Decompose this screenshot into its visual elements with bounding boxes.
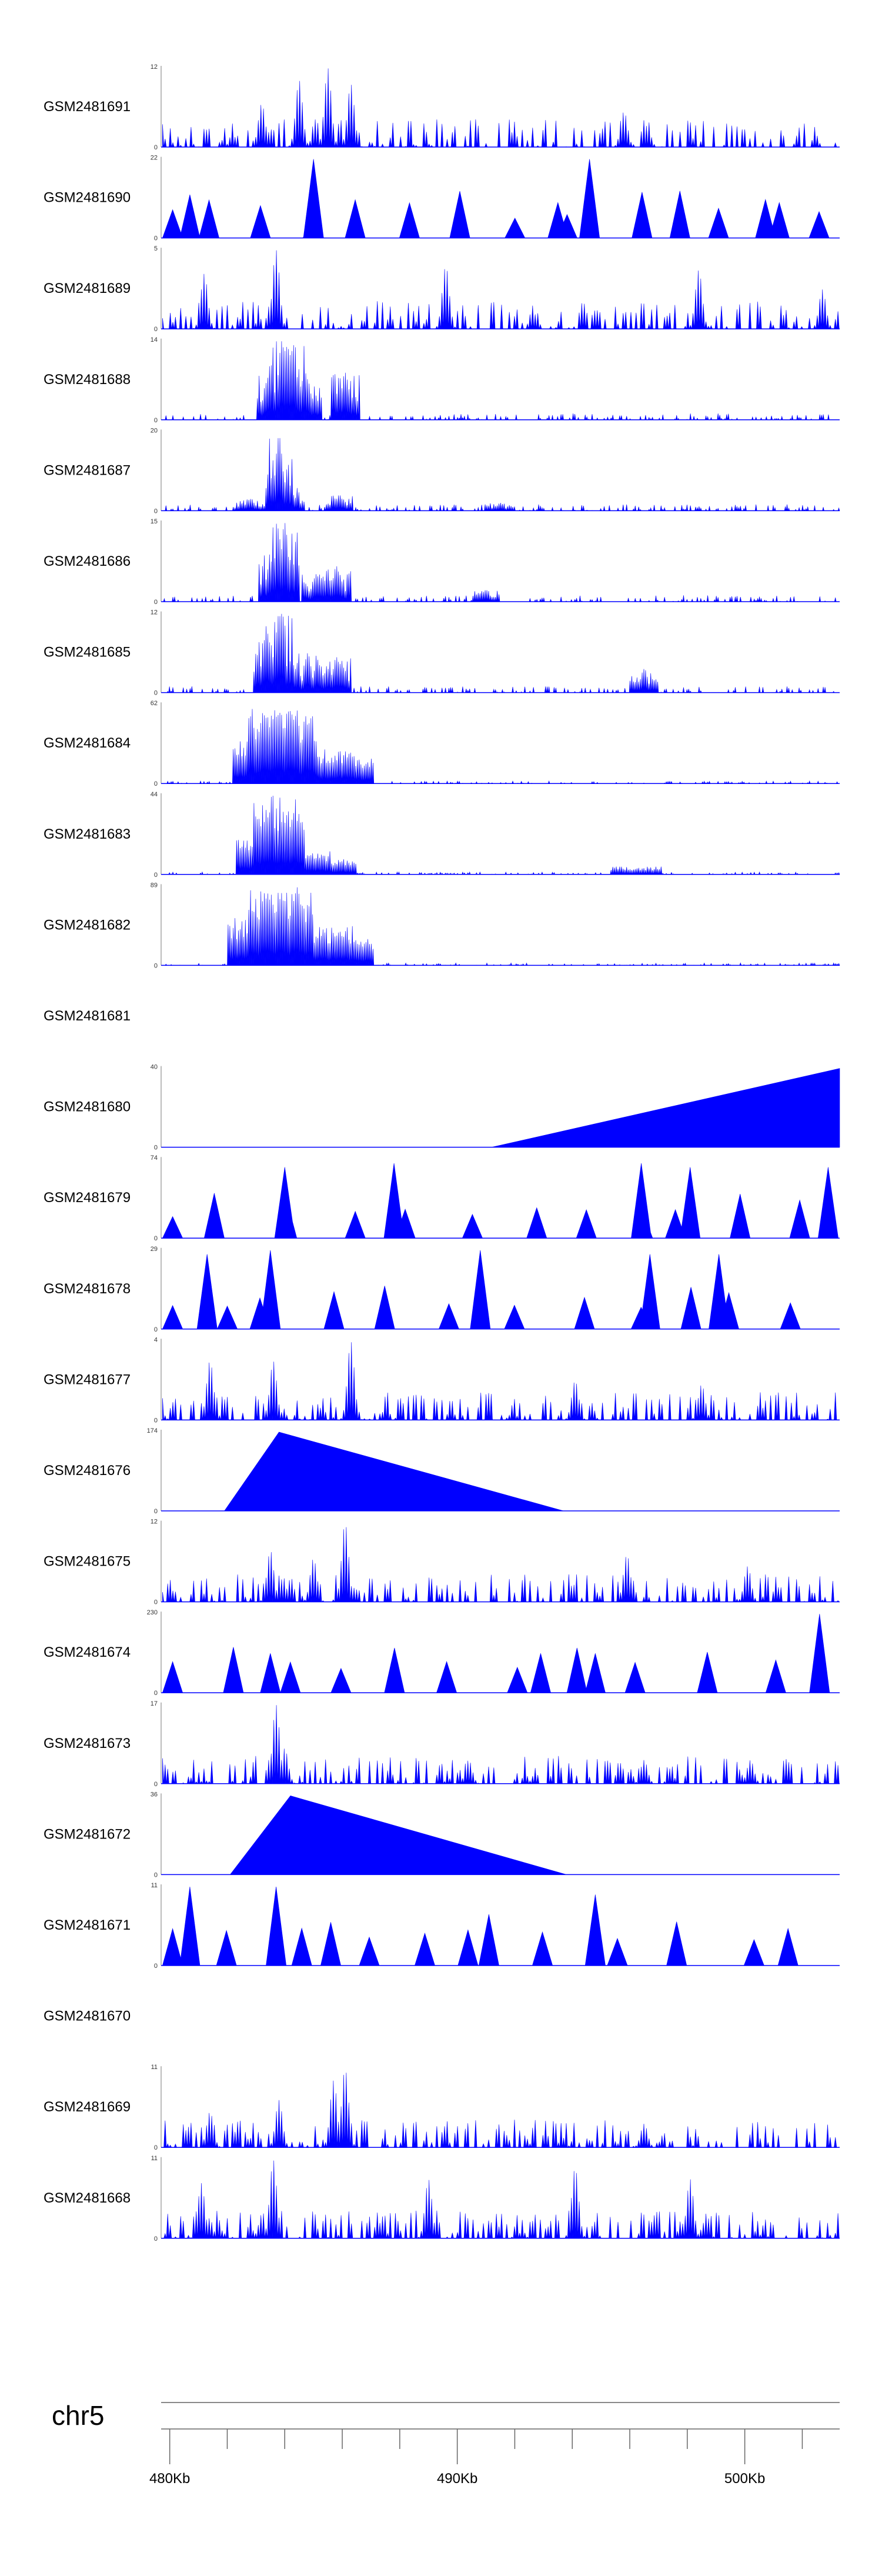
y-min-label: 0	[154, 417, 158, 424]
y-min-label: 0	[154, 1235, 158, 1242]
signal-area	[162, 438, 840, 512]
y-max-label: 36	[151, 1791, 158, 1798]
signal-area	[162, 2073, 840, 2148]
y-min-label: 0	[154, 235, 158, 242]
y-min-label: 0	[154, 780, 158, 788]
y-max-label: 15	[151, 518, 158, 525]
track-label: GSM2481673	[44, 1736, 131, 1751]
track-label: GSM2481687	[44, 462, 131, 478]
signal-area	[162, 68, 840, 148]
y-min-label: 0	[154, 872, 158, 879]
track-label: GSM2481691	[44, 99, 131, 115]
track-label: GSM2481678	[44, 1281, 131, 1297]
signal-area	[162, 250, 840, 330]
x-tick-label: 480Kb	[149, 2471, 190, 2487]
track-label: GSM2481671	[44, 1917, 131, 1933]
y-max-label: 44	[151, 791, 158, 798]
track-label: GSM2481683	[44, 826, 131, 842]
track-label: GSM2481684	[44, 735, 131, 751]
y-max-label: 74	[151, 1154, 158, 1162]
track-label: GSM2481674	[44, 1644, 131, 1660]
track-label: GSM2481689	[44, 281, 131, 296]
signal-area	[162, 887, 840, 966]
y-min-label: 0	[154, 1417, 158, 1424]
y-min-label: 0	[154, 1963, 158, 1970]
signal-area	[162, 1163, 838, 1239]
signal-area	[162, 1614, 834, 1693]
track-label: GSM2481686	[44, 553, 131, 569]
track-label: GSM2481688	[44, 372, 131, 388]
track-label: GSM2481676	[44, 1463, 131, 1479]
x-tick-label: 500Kb	[724, 2471, 765, 2487]
y-min-label: 0	[154, 1781, 158, 1788]
y-min-label: 0	[154, 1871, 158, 1878]
signal-area	[224, 1432, 564, 1511]
signal-area	[162, 159, 834, 238]
y-max-label: 40	[151, 1064, 158, 1071]
y-max-label: 14	[151, 336, 158, 343]
y-min-label: 0	[154, 2144, 158, 2151]
y-max-label: 20	[151, 427, 158, 434]
y-min-label: 0	[154, 2235, 158, 2243]
y-max-label: 11	[151, 1882, 158, 1889]
track-label: GSM2481685	[44, 645, 131, 660]
y-min-label: 0	[154, 1144, 158, 1152]
signal-area	[162, 1527, 840, 1603]
y-min-label: 0	[154, 508, 158, 515]
y-min-label: 0	[154, 962, 158, 969]
y-min-label: 0	[154, 690, 158, 697]
y-max-label: 62	[151, 700, 158, 707]
track-label: GSM2481677	[44, 1372, 131, 1387]
y-max-label: 22	[151, 155, 158, 162]
signal-area	[492, 1068, 840, 1147]
signal-area	[162, 2160, 840, 2239]
signal-area	[162, 795, 840, 875]
y-max-label: 89	[151, 882, 158, 889]
signal-area	[162, 1705, 840, 1784]
track-label: GSM2481679	[44, 1190, 131, 1206]
track-label: GSM2481672	[44, 1826, 131, 1842]
y-min-label: 0	[154, 1326, 158, 1333]
track-label: GSM2481690	[44, 190, 131, 206]
y-min-label: 0	[154, 326, 158, 333]
y-min-label: 0	[154, 144, 158, 151]
y-max-label: 11	[151, 2155, 158, 2162]
track-label: GSM2481682	[44, 917, 131, 933]
y-max-label: 17	[151, 1700, 158, 1707]
x-tick-label: 490Kb	[437, 2471, 477, 2487]
y-max-label: 230	[147, 1609, 158, 1616]
signal-area	[229, 1796, 567, 1875]
y-min-label: 0	[154, 1599, 158, 1606]
track-label: GSM2481675	[44, 1554, 131, 1570]
y-max-label: 5	[154, 245, 158, 252]
y-min-label: 0	[154, 599, 158, 606]
track-label: GSM2481681	[44, 1008, 131, 1024]
y-min-label: 0	[154, 1690, 158, 1697]
signal-area	[162, 1886, 834, 1966]
track-label: GSM2481669	[44, 2099, 131, 2115]
track-label: GSM2481680	[44, 1099, 131, 1115]
track-label: GSM2481670	[44, 2008, 131, 2024]
y-min-label: 0	[154, 1508, 158, 1515]
y-max-label: 174	[147, 1427, 158, 1434]
signal-area	[162, 613, 840, 693]
signal-area	[162, 1342, 840, 1421]
signal-area	[162, 709, 840, 785]
y-max-label: 29	[151, 1246, 158, 1253]
track-label: GSM2481668	[44, 2190, 131, 2206]
y-max-label: 11	[151, 2064, 158, 2071]
chromosome-label: chr5	[52, 2400, 104, 2431]
y-max-label: 12	[151, 1519, 158, 1526]
y-max-label: 12	[151, 64, 158, 71]
signal-area	[162, 523, 840, 603]
signal-area	[162, 341, 840, 421]
y-max-label: 4	[154, 1336, 158, 1343]
signal-area	[162, 1250, 834, 1330]
y-max-label: 12	[151, 609, 158, 616]
